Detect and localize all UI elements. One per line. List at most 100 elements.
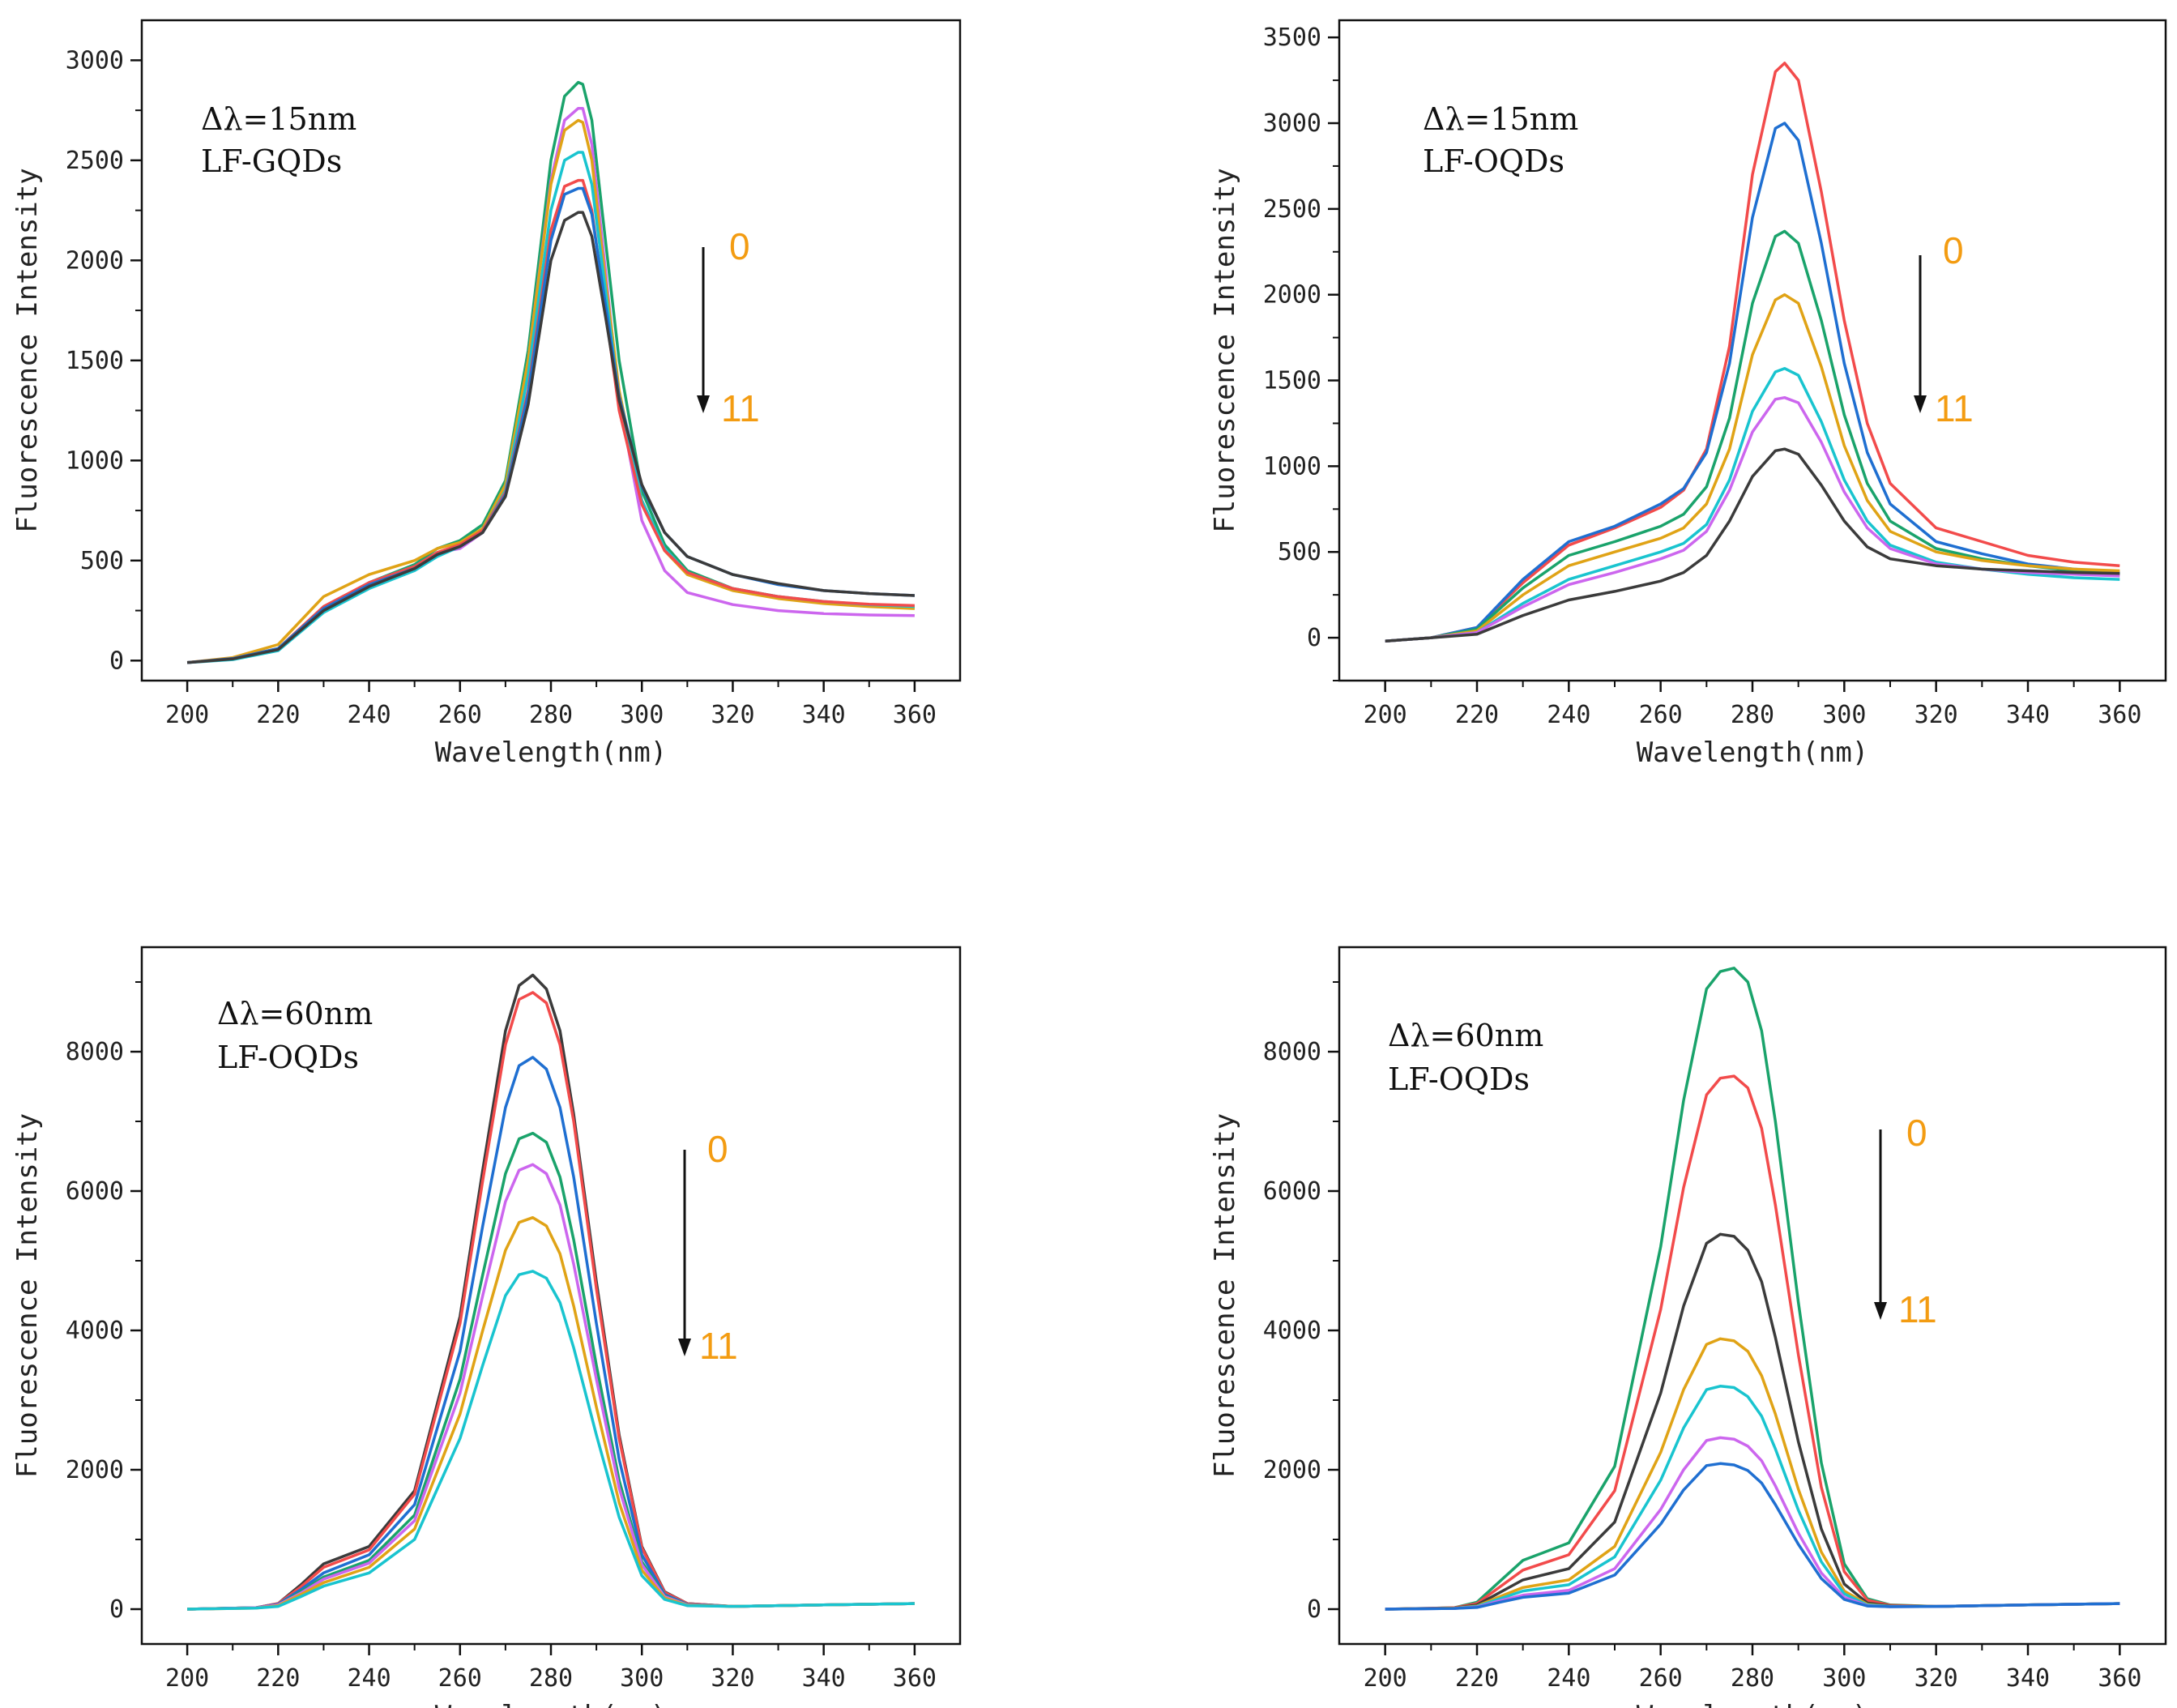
y-tick-label: 2000 [1263, 1456, 1321, 1484]
y-tick-label: 1500 [1263, 367, 1321, 395]
chart-panel-top-right: 200 220 240 260 280 300 320 340 360 0 500 1000 1500 2… [1088, 0, 2177, 854]
x-tick-label: 220 [256, 1664, 300, 1693]
annotation-delta-lambda: Δλ=60nm [217, 996, 373, 1031]
x-tick-label: 240 [1547, 1664, 1590, 1693]
y-tick-label: 8000 [66, 1038, 124, 1066]
x-tick-label: 320 [1914, 701, 1958, 729]
trend-arrow-head-icon [697, 395, 710, 413]
series-line-green [187, 1131, 915, 1611]
y-tick-label: 1500 [66, 347, 124, 375]
x-tick-label: 220 [1455, 1664, 1499, 1693]
x-tick-label: 260 [1639, 701, 1683, 729]
annotation-sample-name: LF-OQDs [1423, 143, 1564, 179]
y-tick-label: 1000 [66, 446, 124, 475]
series-line-violet [1385, 1436, 2120, 1611]
series-line-orange [1385, 292, 2120, 643]
series-line-cyan [1385, 366, 2120, 643]
y-tick-label: 1000 [1263, 452, 1321, 480]
annotation-sample-name: LF-OQDs [1388, 1061, 1530, 1097]
y-tick-label: 3000 [66, 46, 124, 75]
y-tick-label: 2500 [1263, 195, 1321, 224]
y-tick-label: 0 [1307, 1595, 1321, 1624]
series-line-red [187, 991, 915, 1611]
y-tick-label: 500 [80, 547, 124, 575]
x-tick-label: 360 [893, 701, 937, 729]
series-line-red [1385, 62, 2120, 643]
series-line-blue [1385, 122, 2120, 643]
x-axis-title: Wavelength(nm) [1637, 737, 1869, 769]
chart-top-left: 200 220 240 260 280 300 320 340 360 0 500 1000 1500 2… [11, 19, 962, 769]
y-tick-label: 0 [109, 647, 124, 675]
trend-arrow-head-icon [1914, 395, 1927, 413]
x-tick-label: 320 [1914, 1664, 1958, 1693]
x-tick-label: 360 [2098, 1664, 2141, 1693]
chart-panel-bottom-right: 200 220 240 260 280 300 320 340 360 0 2000 4000 6000… [1088, 854, 2177, 1708]
annotation-delta-lambda: Δλ=15nm [201, 101, 356, 137]
x-tick-label: 260 [438, 701, 482, 729]
x-tick-label: 200 [165, 701, 209, 729]
x-tick-label: 280 [1731, 1664, 1774, 1693]
x-tick-label: 240 [347, 1664, 391, 1693]
x-tick-label: 320 [711, 701, 754, 729]
x-axis-title: Wavelength(nm) [435, 737, 668, 769]
chart-panel-bottom-left: 200 220 240 260 280 300 320 340 360 0 2000 4000 6000… [0, 854, 1088, 1708]
x-tick-label: 340 [2006, 1664, 2050, 1693]
series-line-violet [1385, 395, 2120, 643]
y-tick-label: 4000 [1263, 1317, 1321, 1345]
y-tick-label: 0 [109, 1595, 124, 1624]
label-start: 0 [1943, 229, 1964, 271]
label-end: 11 [699, 1325, 738, 1367]
annotation-delta-lambda: Δλ=60nm [1388, 1018, 1543, 1053]
y-axis-title: Fluorescence Intensity [1209, 168, 1241, 532]
series-line-cyan [1385, 1385, 2120, 1611]
y-tick-label: 2000 [1263, 281, 1321, 310]
y-tick-label: 4000 [66, 1317, 124, 1345]
x-tick-label: 300 [620, 701, 664, 729]
x-tick-label: 200 [1364, 1664, 1407, 1693]
y-tick-label: 6000 [1263, 1177, 1321, 1206]
x-tick-label: 280 [529, 701, 573, 729]
chart-top-right: 200 220 240 260 280 300 320 340 360 0 500 1000 1500 2… [1209, 19, 2167, 769]
x-tick-label: 280 [529, 1664, 573, 1693]
x-tick-label: 320 [711, 1664, 754, 1693]
x-tick-label: 340 [2006, 701, 2050, 729]
trend-arrow-head-icon [1874, 1302, 1887, 1320]
label-end: 11 [721, 387, 760, 429]
x-tick-label: 220 [256, 701, 300, 729]
series-line-black [1385, 1232, 2120, 1611]
x-axis-title: Wavelength(nm) [435, 1700, 668, 1708]
y-tick-label: 8000 [1263, 1038, 1321, 1066]
series-line-violet [187, 1163, 915, 1611]
chart-panel-top-left: 200 220 240 260 280 300 320 340 360 0 500 1000 1500 2… [0, 0, 1088, 854]
series-line-green [1385, 229, 2120, 643]
series-line-red [1385, 1074, 2120, 1611]
y-tick-label: 0 [1307, 624, 1321, 652]
label-end: 11 [1935, 387, 1974, 429]
x-tick-label: 240 [347, 701, 391, 729]
y-tick-label: 2500 [66, 147, 124, 175]
x-tick-label: 340 [802, 701, 846, 729]
x-tick-label: 300 [1822, 1664, 1866, 1693]
x-tick-label: 360 [893, 1664, 937, 1693]
series-line-orange [187, 1215, 915, 1611]
chart-bottom-left: 200 220 240 260 280 300 320 340 360 0 2000 4000 6000… [11, 946, 962, 1708]
series-line-orange [186, 118, 915, 664]
annotation-sample-name: LF-OQDs [217, 1040, 359, 1075]
x-axis-title: Wavelength(nm) [1637, 1700, 1869, 1708]
series-line-red [186, 178, 915, 664]
y-tick-label: 3000 [1263, 109, 1321, 138]
y-tick-label: 2000 [66, 246, 124, 275]
y-axis-title: Fluorescence Intensity [1209, 1113, 1241, 1478]
trend-arrow-head-icon [678, 1339, 691, 1356]
y-axis-title: Fluorescence Intensity [11, 1113, 44, 1478]
x-tick-label: 360 [2098, 701, 2141, 729]
x-tick-label: 260 [1639, 1664, 1683, 1693]
x-tick-label: 240 [1547, 701, 1590, 729]
x-tick-label: 300 [620, 1664, 664, 1693]
chart-bottom-right: 200 220 240 260 280 300 320 340 360 0 2000 4000 6000… [1209, 946, 2167, 1708]
y-tick-label: 2000 [66, 1456, 124, 1484]
label-end: 11 [1898, 1288, 1937, 1330]
x-tick-label: 200 [1364, 701, 1407, 729]
series-line-cyan [187, 1270, 915, 1611]
series-line-black [1385, 447, 2120, 643]
